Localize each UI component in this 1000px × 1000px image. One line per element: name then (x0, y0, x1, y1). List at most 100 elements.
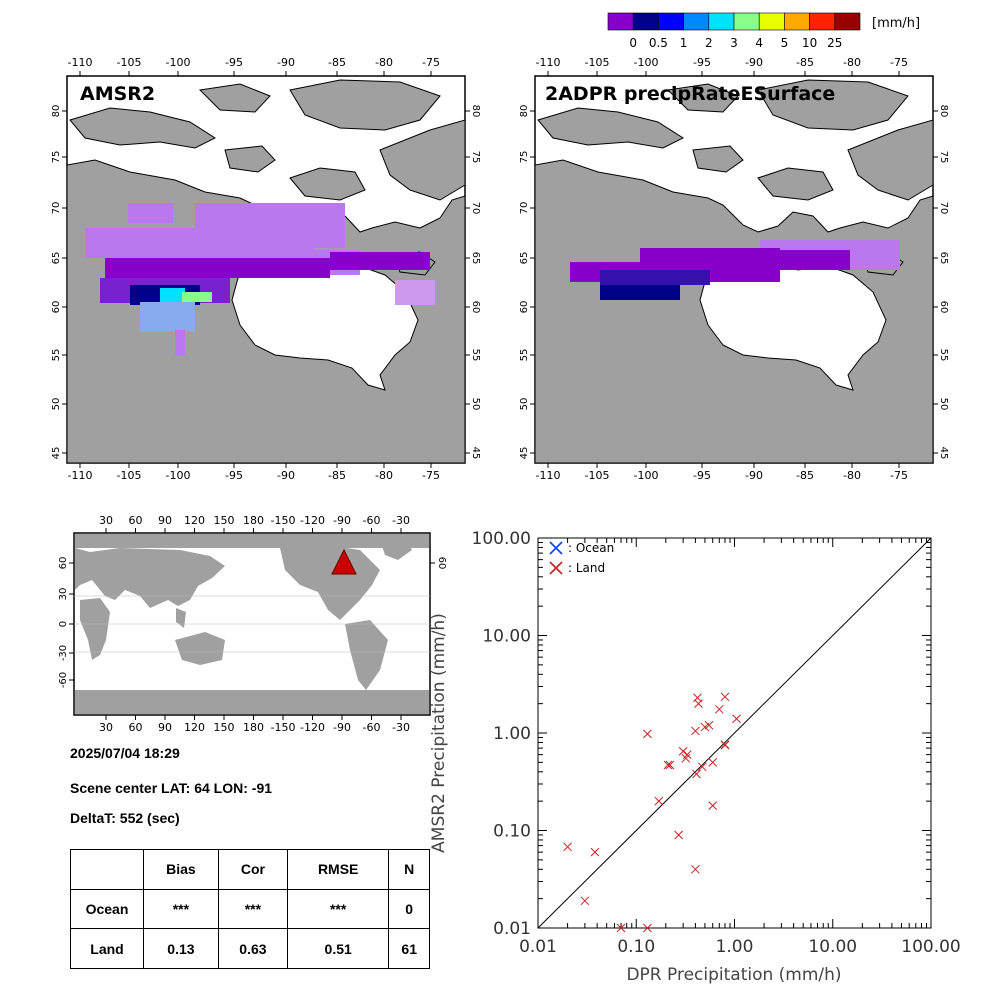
stats-n: 61 (388, 928, 430, 969)
data-point (643, 923, 652, 933)
world-lon-label: 90 (158, 721, 172, 734)
x-axis-label: DPR Precipitation (mm/h) (626, 965, 841, 985)
x-tick-label: 0.10 (617, 937, 655, 957)
world-lat-label: 60 (58, 557, 69, 570)
lat-tick-label: 55 (938, 349, 949, 362)
lat-tick-label: 60 (938, 301, 949, 314)
lat-tick-label: 70 (938, 202, 949, 215)
world-locator-map: 30 60 90 120 150 180 -150 -120 -90 -60 -30 30 60 90 12… (58, 514, 447, 734)
lon-tick-label: -85 (796, 469, 814, 482)
world-lon-label: 180 (243, 721, 264, 734)
map-ticks: -110 -110 -105 -105 -100 -100 -95 -95 -90 -90 -85 -… (51, 56, 481, 482)
precip-field (85, 203, 435, 355)
data-point (590, 847, 600, 857)
stats-header-cor: Cor (217, 849, 288, 890)
world-lon-label: 120 (184, 514, 205, 527)
data-point (697, 762, 707, 772)
world-lon-label: 90 (158, 514, 172, 527)
world-lon-label: -150 (271, 721, 296, 734)
lon-tick-label: -110 (68, 469, 93, 482)
data-point (691, 726, 700, 736)
amsr2-map: -110 -110 -105 -105 -100 -100 -95 -95 -90 -90 -85 -… (51, 56, 481, 482)
colorbar-label: 1 (680, 36, 688, 50)
lon-tick-label: -100 (634, 56, 659, 69)
data-point (691, 864, 700, 874)
data-point (720, 692, 730, 702)
lat-tick-label: 80 (938, 105, 949, 118)
lat-tick-label: 70 (470, 202, 481, 215)
lat-tick-label: 65 (938, 252, 949, 265)
lon-tick-label: -75 (422, 469, 440, 482)
y-tick-label: 10.00 (482, 627, 531, 647)
world-lon-label: 180 (243, 514, 264, 527)
stats-header-bias: Bias (143, 849, 219, 890)
stats-header-row: Bias Cor RMSE N (70, 849, 430, 890)
world-ticks: 30 60 90 120 150 180 -150 -120 -90 -60 -30 30 60 90 12… (58, 514, 447, 734)
lon-tick-label: -75 (890, 469, 908, 482)
lon-tick-label: -90 (745, 469, 763, 482)
one-to-one-line (537, 537, 932, 929)
lon-tick-label: -85 (328, 56, 346, 69)
land-mass (534, 79, 934, 464)
y-tick-label: 1.00 (493, 724, 531, 744)
stats-rmse: *** (286, 888, 390, 930)
lon-tick-label: -95 (693, 469, 711, 482)
x-tick-label: 0.01 (519, 937, 557, 957)
x-tick-label: 10.00 (808, 937, 857, 957)
lon-tick-label: -105 (585, 56, 610, 69)
stats-label: Land (70, 928, 144, 969)
data-point (694, 699, 703, 709)
world-lon-label: -120 (300, 721, 325, 734)
world-lon-label: -30 (392, 721, 410, 734)
lon-tick-label: -80 (843, 469, 861, 482)
world-lat-label: -60 (58, 672, 69, 688)
map-ticks: -110 -110 -105 -105 -100 -100 -95 -95 -90 -90 -85 -… (519, 56, 949, 482)
lon-tick-label: -90 (745, 56, 763, 69)
scene-center: Scene center LAT: 64 LON: -91 (70, 780, 273, 796)
x-tick-label: 1.00 (716, 937, 754, 957)
world-lon-label: -90 (333, 721, 351, 734)
lat-tick-label: 50 (51, 398, 62, 411)
colorbar-swatch (834, 12, 861, 31)
data-point (580, 896, 590, 906)
data-point (665, 760, 675, 770)
legend-label: : Land (568, 561, 605, 575)
data-point (663, 760, 673, 770)
lon-tick-label: -110 (68, 56, 93, 69)
data-point (714, 704, 724, 714)
lat-tick-label: 45 (470, 447, 481, 460)
lat-tick-label: 45 (519, 447, 530, 460)
world-lon-label: 30 (99, 514, 113, 527)
lon-tick-label: -105 (585, 469, 610, 482)
colorbar-label: 0 (629, 36, 637, 50)
lat-tick-label: 55 (51, 349, 62, 362)
lon-tick-label: -80 (375, 469, 393, 482)
world-lon-label: -90 (333, 514, 351, 527)
lat-tick-label: 80 (519, 105, 530, 118)
lon-tick-label: -100 (634, 469, 659, 482)
lat-tick-label: 75 (519, 151, 530, 164)
stats-label: Ocean (70, 888, 144, 930)
lat-tick-label: 45 (938, 447, 949, 460)
lat-tick-label: 45 (51, 447, 62, 460)
stats-rmse: 0.51 (286, 928, 390, 969)
colorbar-label: 0.5 (649, 36, 668, 50)
lat-tick-label: 60 (470, 301, 481, 314)
legend-marker (549, 561, 563, 575)
data-point (682, 750, 692, 759)
lon-tick-label: -75 (890, 56, 908, 69)
y-tick-label: 100.00 (472, 529, 531, 549)
y-tick-label: 0.01 (493, 919, 531, 939)
lat-tick-label: 65 (470, 252, 481, 265)
stats-header-n: N (388, 849, 430, 890)
lon-tick-label: -75 (422, 56, 440, 69)
precip-field (570, 240, 900, 300)
world-lon-label: 30 (99, 721, 113, 734)
colorbar-label: 25 (827, 36, 842, 50)
world-lat-label: 0 (58, 621, 69, 627)
lon-tick-label: -85 (328, 469, 346, 482)
stats-header-blank (70, 849, 144, 890)
world-lon-label: -60 (363, 514, 381, 527)
lon-tick-label: -90 (277, 56, 295, 69)
